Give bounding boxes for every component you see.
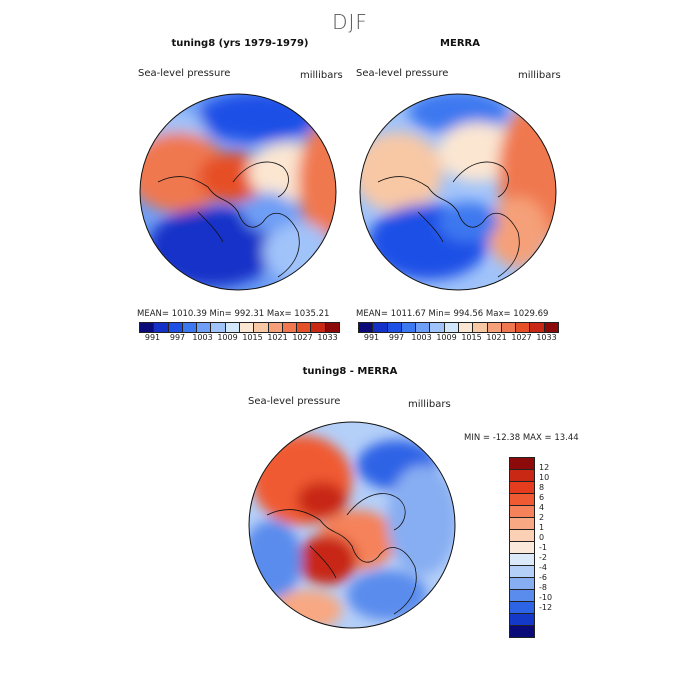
colorbar-swatch (196, 322, 212, 333)
colorbar-swatch (372, 322, 388, 333)
colorbar-swatch (153, 322, 169, 333)
colorbar-swatch (509, 625, 535, 638)
colorbar-swatch (515, 322, 531, 333)
colorbar-swatch (267, 322, 283, 333)
colorbar-swatch (472, 322, 488, 333)
diff-colorbar: 12 10 8 6 4 2 1 0 -1 -2 -4 -6 -8 -10 -12 (509, 457, 553, 638)
colorbar-swatch (296, 322, 312, 333)
colorbar-swatch (443, 322, 459, 333)
obs-field-label: Sea-level pressure (356, 68, 449, 79)
diff-field-label: Sea-level pressure (248, 396, 341, 407)
colorbar-swatch (429, 322, 445, 333)
obs-polar-map (359, 93, 557, 291)
diff-minmax: MIN = -12.38 MAX = 13.44 (464, 433, 579, 443)
colorbar-swatch (543, 322, 559, 333)
model-field-label: Sea-level pressure (138, 68, 231, 79)
colorbar-swatch (167, 322, 183, 333)
obs-units-label: millibars (518, 70, 561, 81)
colorbar-swatch (210, 322, 226, 333)
model-polar-map (139, 93, 337, 291)
colorbar-swatch (386, 322, 402, 333)
diff-panel-title: tuning8 - MERRA (302, 366, 398, 377)
colorbar-swatch (224, 322, 240, 333)
diff-units-label: millibars (408, 399, 451, 410)
colorbar-swatch (415, 322, 431, 333)
model-colorbar: 991 997 1003 1009 1015 1021 1027 1033 (139, 322, 340, 342)
colorbar-swatch (500, 322, 517, 333)
colorbar-swatch (457, 322, 474, 333)
colorbar-swatch (253, 322, 269, 333)
colorbar-swatch (181, 322, 198, 333)
model-stats: MEAN= 1010.39 Min= 992.31 Max= 1035.21 (137, 309, 330, 319)
obs-stats: MEAN= 1011.67 Min= 994.56 Max= 1029.69 (356, 309, 549, 319)
obs-panel-title: MERRA (440, 38, 480, 49)
diff-polar-map (248, 421, 456, 629)
obs-colorbar-labels: 991 997 1003 1009 1015 1021 1027 1033 (363, 333, 557, 342)
model-colorbar-swatches (139, 322, 340, 333)
diff-colorbar-swatches (509, 457, 535, 638)
model-colorbar-labels: 991 997 1003 1009 1015 1021 1027 1033 (144, 333, 338, 342)
colorbar-swatch (310, 322, 326, 333)
season-title: DJF (332, 10, 368, 34)
obs-colorbar: 991 997 1003 1009 1015 1021 1027 1033 (358, 322, 559, 342)
model-panel-title: tuning8 (yrs 1979-1979) (171, 38, 309, 49)
colorbar-swatch (486, 322, 502, 333)
colorbar-swatch (358, 322, 374, 333)
colorbar-swatch (281, 322, 298, 333)
diff-colorbar-labels: 12 10 8 6 4 2 1 0 -1 -2 -4 -6 -8 -10 -12 (539, 463, 553, 612)
colorbar-swatch (529, 322, 545, 333)
colorbar-swatch (400, 322, 417, 333)
colorbar-swatch (324, 322, 340, 333)
obs-colorbar-swatches (358, 322, 559, 333)
colorbar-swatch (139, 322, 155, 333)
colorbar-swatch (238, 322, 255, 333)
model-units-label: millibars (300, 70, 343, 81)
